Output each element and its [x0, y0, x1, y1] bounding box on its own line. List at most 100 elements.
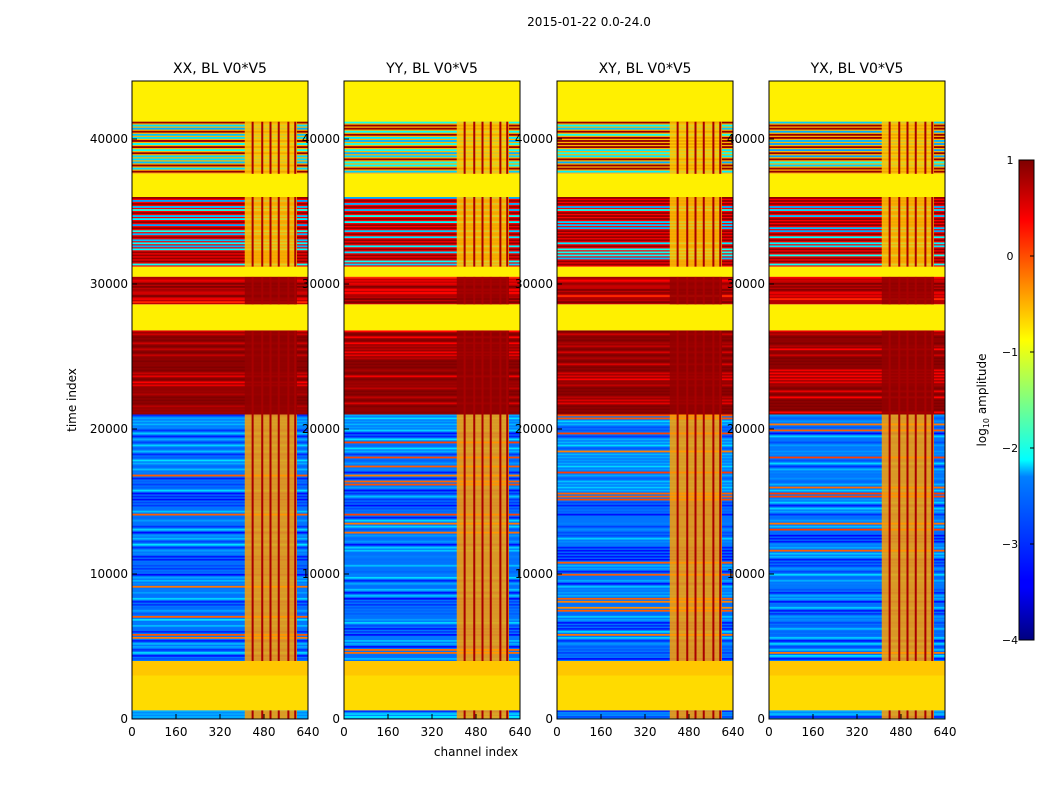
time-stripe — [344, 127, 520, 130]
time-stripe — [769, 282, 945, 285]
rfi-channel-line — [898, 330, 901, 415]
time-stripe — [132, 513, 308, 516]
time-stripe — [557, 546, 733, 549]
x-tick-label: 320 — [846, 725, 869, 739]
time-stripe — [557, 480, 733, 483]
rfi-channel-line — [489, 276, 492, 305]
y-tick-label: 30000 — [727, 277, 765, 291]
time-stripe — [769, 657, 945, 660]
time-stripe — [557, 345, 733, 348]
time-stripe — [769, 149, 945, 152]
time-stripe — [344, 381, 520, 384]
time-stripe — [344, 121, 520, 124]
time-stripe — [769, 495, 945, 498]
time-band-flag — [344, 661, 520, 676]
time-stripe — [769, 447, 945, 450]
time-stripe — [557, 471, 733, 474]
rfi-channel-line — [287, 414, 290, 661]
rfi-channel-line — [506, 121, 509, 174]
y-tick-label: 40000 — [90, 132, 128, 146]
time-stripe — [557, 423, 733, 426]
time-stripe — [344, 369, 520, 372]
time-stripe — [344, 459, 520, 462]
time-stripe — [132, 221, 308, 224]
time-stripe — [557, 381, 733, 384]
rfi-channel-line — [676, 414, 679, 661]
y-tick-label: 20000 — [302, 422, 340, 436]
rfi-channel-line — [676, 197, 679, 267]
time-stripe — [557, 351, 733, 354]
time-stripe — [344, 152, 520, 155]
time-stripe — [344, 212, 520, 214]
time-stripe — [132, 657, 308, 660]
rfi-channel-line — [251, 121, 254, 174]
time-stripe — [557, 357, 733, 360]
time-stripe — [557, 504, 733, 507]
panel-image — [132, 81, 308, 719]
time-stripe — [557, 468, 733, 471]
time-stripe — [769, 597, 945, 600]
time-stripe — [344, 339, 520, 342]
time-stripe — [557, 354, 733, 357]
time-stripe — [132, 301, 308, 304]
time-stripe — [557, 645, 733, 648]
time-stripe — [557, 390, 733, 393]
time-stripe — [769, 417, 945, 420]
rfi-channel-line — [481, 330, 484, 415]
time-stripe — [132, 648, 308, 651]
time-stripe — [557, 525, 733, 528]
time-stripe — [557, 167, 733, 170]
time-stripe — [344, 276, 520, 279]
time-stripe — [769, 486, 945, 489]
time-stripe — [344, 218, 520, 220]
time-stripe — [132, 285, 308, 288]
time-stripe — [557, 279, 733, 282]
time-stripe — [132, 282, 308, 285]
time-stripe — [344, 161, 520, 164]
time-stripe — [132, 372, 308, 375]
x-tick-label: 480 — [253, 725, 276, 739]
time-stripe — [132, 239, 308, 242]
rfi-channel-line — [489, 414, 492, 661]
time-stripe — [132, 276, 308, 279]
time-stripe — [769, 260, 945, 263]
time-band-flag — [132, 81, 308, 122]
time-stripe — [557, 540, 733, 543]
time-stripe — [132, 254, 308, 257]
rfi-channel-line — [931, 121, 934, 174]
time-stripe — [132, 534, 308, 537]
time-stripe — [557, 200, 733, 202]
time-stripe — [132, 432, 308, 435]
time-stripe — [344, 531, 520, 534]
rfi-channel-line — [499, 121, 502, 174]
time-stripe — [344, 209, 520, 211]
time-stripe — [769, 292, 945, 294]
time-stripe — [769, 402, 945, 405]
time-stripe — [132, 251, 308, 254]
time-stripe — [132, 170, 308, 173]
time-stripe — [557, 627, 733, 630]
time-stripe — [344, 233, 520, 236]
y-tick-label: 10000 — [302, 567, 340, 581]
rfi-channel-line — [931, 710, 934, 719]
time-stripe — [557, 420, 733, 423]
time-stripe — [769, 489, 945, 492]
time-stripe — [344, 408, 520, 411]
x-axis-label: channel index — [434, 745, 518, 759]
time-stripe — [132, 447, 308, 450]
time-stripe — [132, 209, 308, 211]
time-stripe — [557, 218, 733, 220]
time-stripe — [557, 375, 733, 378]
rfi-channel-line — [702, 710, 705, 719]
time-stripe — [344, 282, 520, 285]
time-stripe — [769, 161, 945, 164]
time-stripe — [344, 130, 520, 133]
time-stripe — [344, 239, 520, 242]
rfi-channel-line — [931, 276, 934, 305]
time-stripe — [344, 627, 520, 630]
time-stripe — [769, 360, 945, 363]
colorbar-tick-label: −1 — [1002, 346, 1018, 359]
time-stripe — [344, 498, 520, 501]
time-stripe — [344, 227, 520, 230]
rfi-channel-line — [924, 710, 927, 719]
